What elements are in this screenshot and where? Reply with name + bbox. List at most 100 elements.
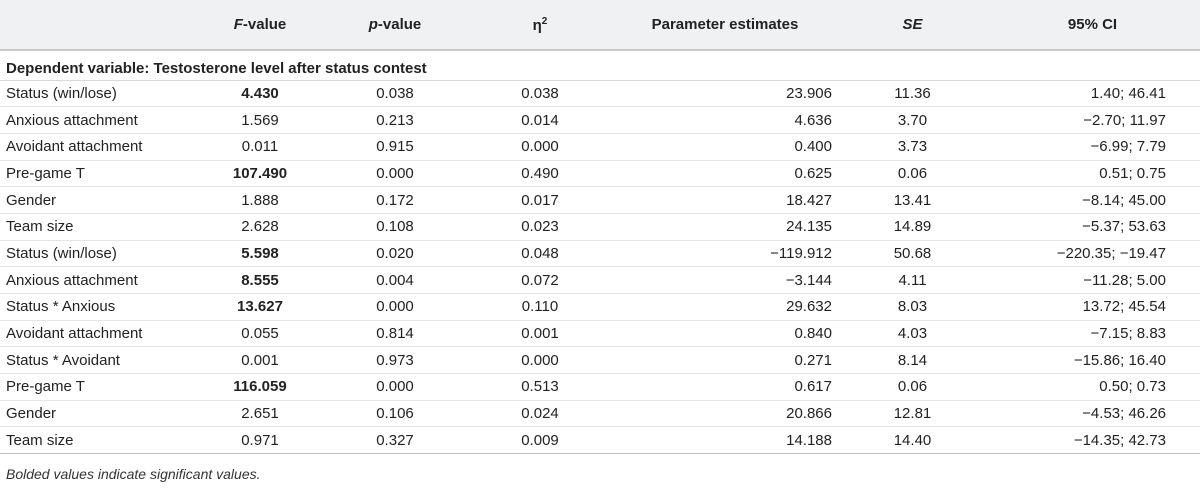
cell-se: 3.73 bbox=[840, 133, 985, 161]
cell-label: Anxious attachment bbox=[0, 266, 200, 294]
cell-label: Status * Avoidant bbox=[0, 346, 200, 375]
cell-parameter-estimate: 14.188 bbox=[610, 426, 840, 455]
cell-eta-squared: 0.009 bbox=[470, 426, 610, 455]
cell-f-value: 2.651 bbox=[200, 400, 320, 428]
cell-ci: 0.50; 0.73 bbox=[985, 373, 1200, 401]
cell-ci: −5.37; 53.63 bbox=[985, 213, 1200, 241]
cell-parameter-estimate: 0.617 bbox=[610, 373, 840, 401]
cell-label: Avoidant attachment bbox=[0, 133, 200, 161]
cell-f-value: 5.598 bbox=[200, 240, 320, 268]
header-label bbox=[0, 0, 200, 51]
cell-label: Pre-game T bbox=[0, 373, 200, 401]
cell-eta-squared: 0.000 bbox=[470, 346, 610, 375]
header-p-italic: p bbox=[368, 16, 378, 33]
cell-parameter-estimate: −119.912 bbox=[610, 240, 840, 268]
table-row: Avoidant attachment 0.011 0.915 0.000 0.400 3… bbox=[0, 133, 1200, 161]
cell-ci: −220.35; −19.47 bbox=[985, 240, 1200, 268]
cell-ci: −14.35; 42.73 bbox=[985, 426, 1200, 455]
cell-f-value: 4.430 bbox=[200, 80, 320, 108]
section-title: Dependent variable: Testosterone level a… bbox=[0, 50, 1200, 81]
cell-ci: −6.99; 7.79 bbox=[985, 133, 1200, 161]
cell-ci: 1.40; 46.41 bbox=[985, 80, 1200, 108]
cell-eta-squared: 0.048 bbox=[470, 240, 610, 268]
cell-eta-squared: 0.110 bbox=[470, 293, 610, 321]
header-ci: 95% CI bbox=[985, 0, 1200, 51]
table-row: Team size 0.971 0.327 0.009 14.188 14.40 −14.3… bbox=[0, 426, 1200, 455]
cell-ci: −2.70; 11.97 bbox=[985, 106, 1200, 134]
cell-f-value: 1.569 bbox=[200, 106, 320, 134]
cell-p-value: 0.327 bbox=[320, 426, 470, 455]
cell-parameter-estimate: 23.906 bbox=[610, 80, 840, 108]
cell-eta-squared: 0.024 bbox=[470, 400, 610, 428]
cell-ci: −4.53; 46.26 bbox=[985, 400, 1200, 428]
cell-p-value: 0.915 bbox=[320, 133, 470, 161]
cell-eta-squared: 0.513 bbox=[470, 373, 610, 401]
cell-label: Status (win/lose) bbox=[0, 80, 200, 108]
header-f-italic: F bbox=[233, 16, 243, 33]
section-row: Dependent variable: Testosterone level a… bbox=[0, 50, 1200, 81]
cell-se: 0.06 bbox=[840, 373, 985, 401]
cell-parameter-estimate: 4.636 bbox=[610, 106, 840, 134]
cell-f-value: 13.627 bbox=[200, 293, 320, 321]
cell-ci: −15.86; 16.40 bbox=[985, 346, 1200, 375]
table-footnote: Bolded values indicate significant value… bbox=[6, 466, 261, 482]
cell-label: Status * Anxious bbox=[0, 293, 200, 321]
cell-ci: 0.51; 0.75 bbox=[985, 160, 1200, 188]
cell-parameter-estimate: 20.866 bbox=[610, 400, 840, 428]
cell-f-value: 1.888 bbox=[200, 186, 320, 214]
cell-label: Status (win/lose) bbox=[0, 240, 200, 268]
results-table: F-value p-value η2 Parameter estimates S… bbox=[0, 0, 1200, 455]
table-row: Anxious attachment 8.555 0.004 0.072 −3.144 4… bbox=[0, 266, 1200, 294]
table-row: Status (win/lose) 5.598 0.020 0.048 −119.912… bbox=[0, 240, 1200, 268]
table-row: Anxious attachment 1.569 0.213 0.014 4.636 3.… bbox=[0, 106, 1200, 134]
cell-se: 50.68 bbox=[840, 240, 985, 268]
cell-se: 0.06 bbox=[840, 160, 985, 188]
header-p-rest: -value bbox=[377, 16, 422, 33]
cell-p-value: 0.106 bbox=[320, 400, 470, 428]
cell-parameter-estimate: 0.400 bbox=[610, 133, 840, 161]
cell-eta-squared: 0.490 bbox=[470, 160, 610, 188]
cell-p-value: 0.973 bbox=[320, 346, 470, 375]
cell-parameter-estimate: 0.840 bbox=[610, 320, 840, 348]
cell-se: 14.40 bbox=[840, 426, 985, 455]
cell-f-value: 0.971 bbox=[200, 426, 320, 455]
cell-ci: −7.15; 8.83 bbox=[985, 320, 1200, 348]
header-eta-squared: η2 bbox=[470, 0, 610, 51]
header-eta-sup: 2 bbox=[541, 15, 548, 27]
table-row: Avoidant attachment 0.055 0.814 0.001 0.840 4… bbox=[0, 320, 1200, 348]
cell-p-value: 0.814 bbox=[320, 320, 470, 348]
cell-label: Gender bbox=[0, 186, 200, 214]
table-row: Status * Anxious 13.627 0.000 0.110 29.632 8.… bbox=[0, 293, 1200, 321]
cell-se: 4.03 bbox=[840, 320, 985, 348]
cell-p-value: 0.004 bbox=[320, 266, 470, 294]
cell-se: 8.03 bbox=[840, 293, 985, 321]
table-row: Gender 2.651 0.106 0.024 20.866 12.81 −4.53; 4… bbox=[0, 400, 1200, 428]
cell-se: 3.70 bbox=[840, 106, 985, 134]
cell-label: Pre-game T bbox=[0, 160, 200, 188]
cell-eta-squared: 0.000 bbox=[470, 133, 610, 161]
cell-p-value: 0.038 bbox=[320, 80, 470, 108]
cell-parameter-estimate: 24.135 bbox=[610, 213, 840, 241]
cell-se: 14.89 bbox=[840, 213, 985, 241]
cell-p-value: 0.108 bbox=[320, 213, 470, 241]
cell-f-value: 2.628 bbox=[200, 213, 320, 241]
cell-f-value: 0.011 bbox=[200, 133, 320, 161]
cell-p-value: 0.000 bbox=[320, 160, 470, 188]
cell-eta-squared: 0.001 bbox=[470, 320, 610, 348]
cell-parameter-estimate: 29.632 bbox=[610, 293, 840, 321]
cell-label: Team size bbox=[0, 426, 200, 455]
cell-p-value: 0.020 bbox=[320, 240, 470, 268]
header-eta-symbol: η bbox=[532, 16, 542, 34]
header-se: SE bbox=[840, 0, 985, 51]
cell-eta-squared: 0.038 bbox=[470, 80, 610, 108]
cell-se: 13.41 bbox=[840, 186, 985, 214]
cell-se: 11.36 bbox=[840, 80, 985, 108]
cell-eta-squared: 0.017 bbox=[470, 186, 610, 214]
cell-se: 12.81 bbox=[840, 400, 985, 428]
cell-eta-squared: 0.072 bbox=[470, 266, 610, 294]
cell-label: Avoidant attachment bbox=[0, 320, 200, 348]
cell-se: 8.14 bbox=[840, 346, 985, 375]
cell-eta-squared: 0.023 bbox=[470, 213, 610, 241]
table-row: Pre-game T 116.059 0.000 0.513 0.617 0.06 0.50… bbox=[0, 373, 1200, 401]
